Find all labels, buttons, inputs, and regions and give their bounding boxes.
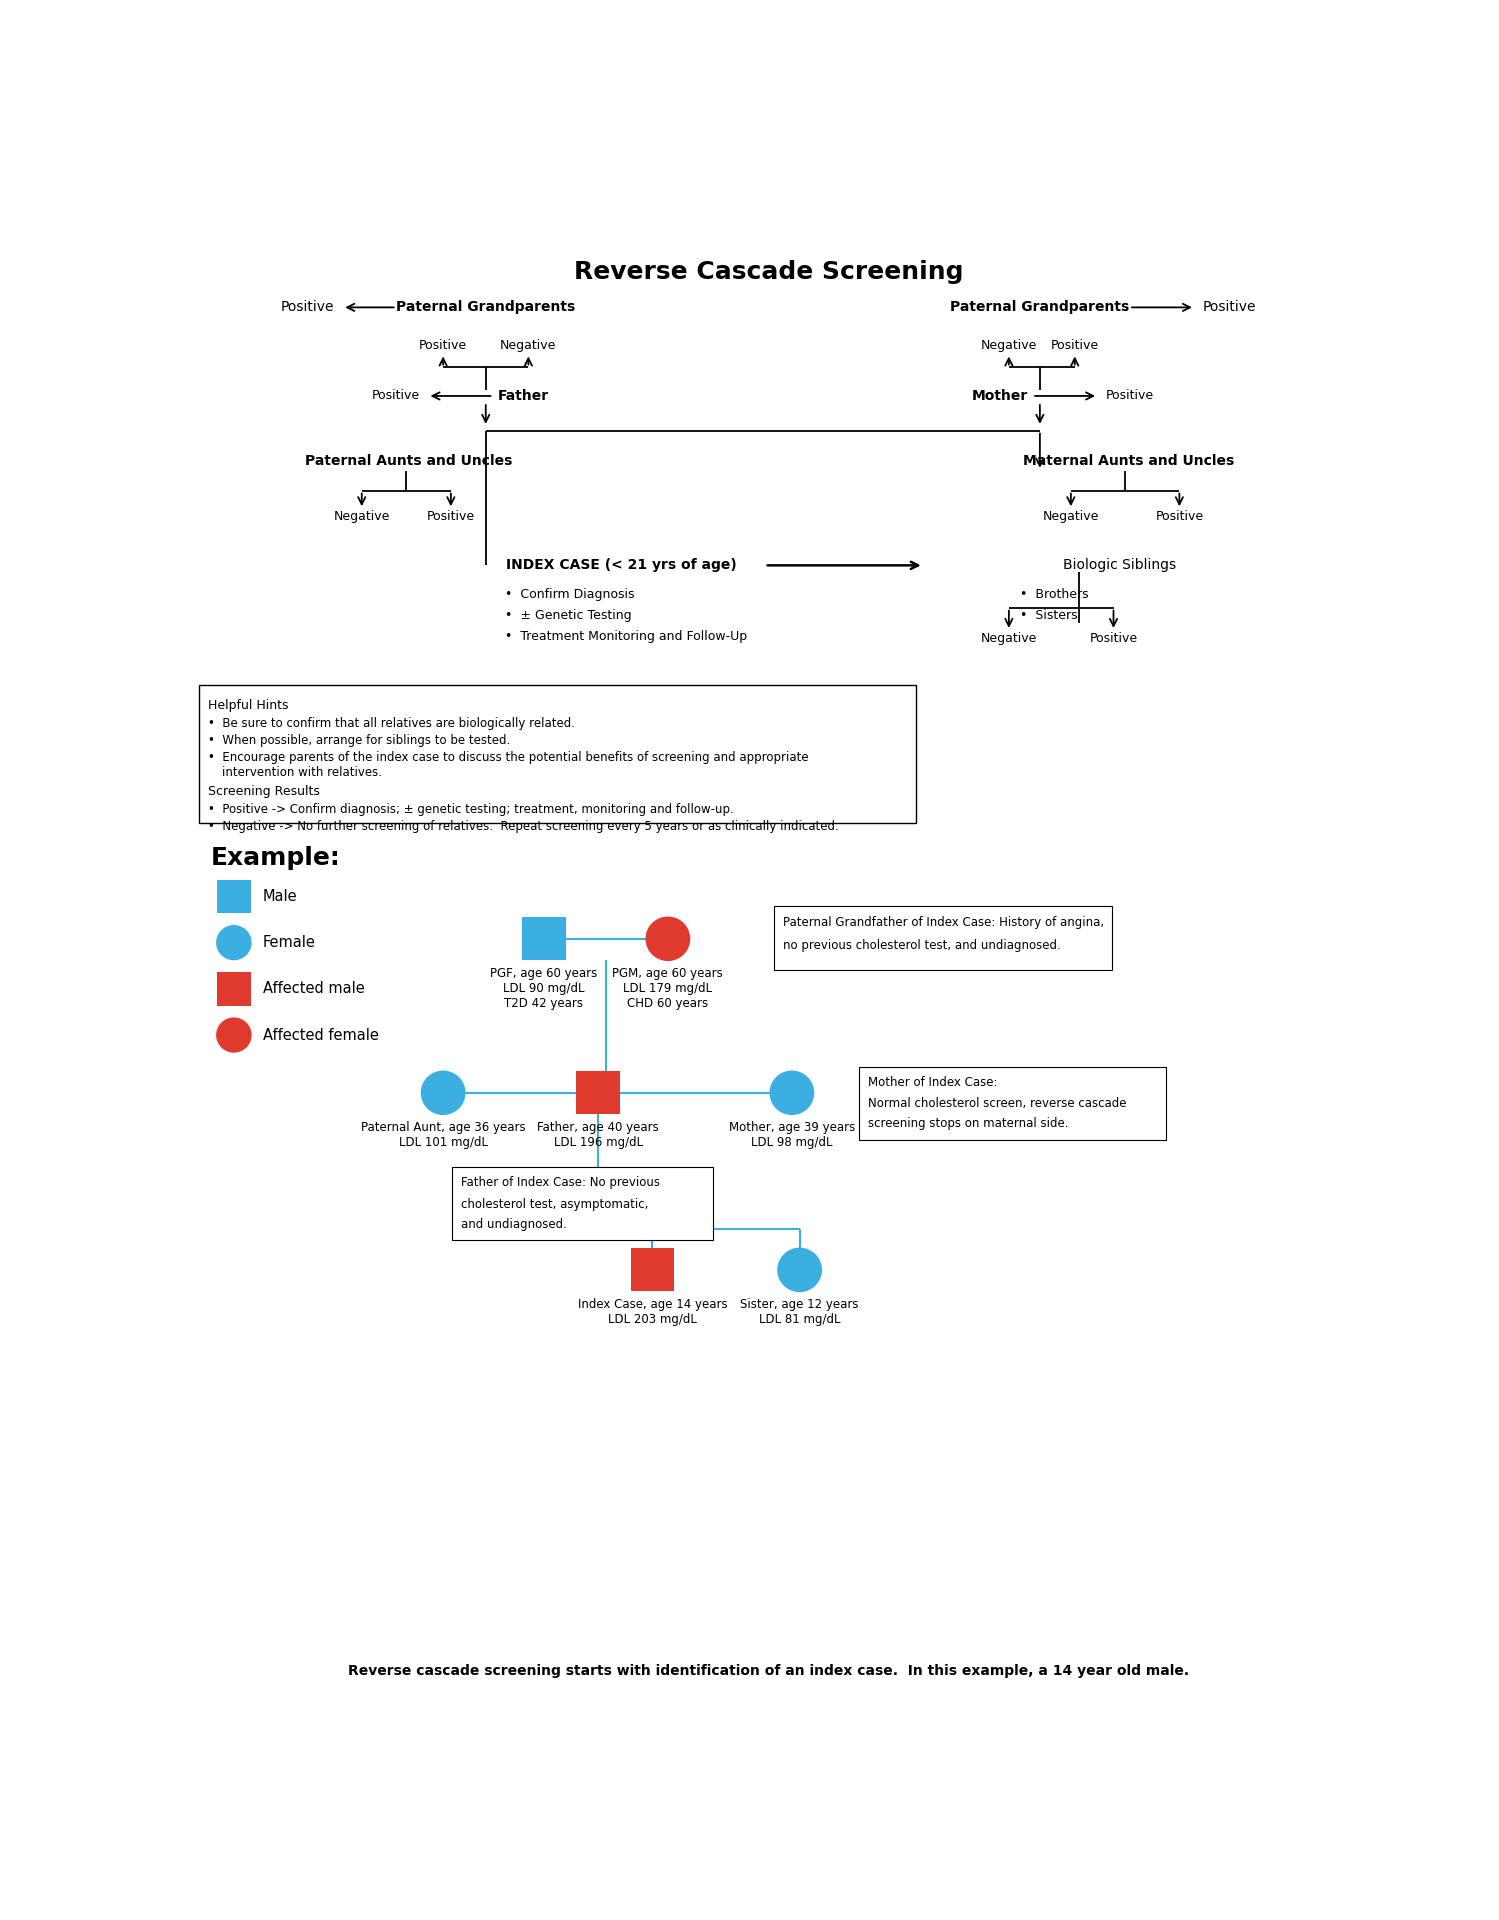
Text: Paternal Aunts and Uncles: Paternal Aunts and Uncles xyxy=(304,455,513,468)
Text: Mother: Mother xyxy=(971,390,1028,403)
Text: Negative: Negative xyxy=(501,340,556,353)
Text: cholesterol test, asymptomatic,: cholesterol test, asymptomatic, xyxy=(462,1198,649,1210)
Text: and undiagnosed.: and undiagnosed. xyxy=(462,1217,567,1231)
Text: •  Be sure to confirm that all relatives are biologically related.: • Be sure to confirm that all relatives … xyxy=(208,716,576,730)
Text: •  Sisters: • Sisters xyxy=(1021,609,1078,622)
Text: Positive: Positive xyxy=(372,390,420,403)
Text: Index Case, age 14 years
LDL 203 mg/dL: Index Case, age 14 years LDL 203 mg/dL xyxy=(577,1298,727,1325)
Text: •  Brothers: • Brothers xyxy=(1021,588,1090,601)
Text: Paternal Grandparents: Paternal Grandparents xyxy=(396,300,576,315)
Text: Paternal Grandfather of Index Case: History of angina,: Paternal Grandfather of Index Case: Hist… xyxy=(782,916,1103,929)
Circle shape xyxy=(646,918,690,960)
Text: INDEX CASE (< 21 yrs of age): INDEX CASE (< 21 yrs of age) xyxy=(507,559,736,572)
Circle shape xyxy=(217,925,250,960)
Text: Affected male: Affected male xyxy=(262,981,364,996)
Text: Maternal Aunts and Uncles: Maternal Aunts and Uncles xyxy=(1024,455,1235,468)
Text: Screening Results: Screening Results xyxy=(208,785,321,799)
FancyBboxPatch shape xyxy=(577,1071,619,1114)
Text: Paternal Aunt, age 36 years
LDL 101 mg/dL: Paternal Aunt, age 36 years LDL 101 mg/d… xyxy=(361,1121,526,1148)
FancyBboxPatch shape xyxy=(859,1068,1166,1140)
Text: •  When possible, arrange for siblings to be tested.: • When possible, arrange for siblings to… xyxy=(208,733,511,747)
Text: PGM, age 60 years
LDL 179 mg/dL
CHD 60 years: PGM, age 60 years LDL 179 mg/dL CHD 60 y… xyxy=(613,966,723,1010)
Text: Positive: Positive xyxy=(1202,300,1256,315)
Text: Helpful Hints: Helpful Hints xyxy=(208,699,289,712)
Text: •  Encourage parents of the index case to discuss the potential benefits of scre: • Encourage parents of the index case to… xyxy=(208,751,809,764)
Text: Reverse cascade screening starts with identification of an index case.  In this : Reverse cascade screening starts with id… xyxy=(348,1665,1189,1678)
Text: Positive: Positive xyxy=(1106,390,1154,403)
FancyBboxPatch shape xyxy=(522,918,565,960)
Text: •  Confirm Diagnosis: • Confirm Diagnosis xyxy=(505,588,634,601)
Text: •  Treatment Monitoring and Follow-Up: • Treatment Monitoring and Follow-Up xyxy=(505,630,747,643)
Text: intervention with relatives.: intervention with relatives. xyxy=(222,766,382,780)
Text: •  Positive -> Confirm diagnosis; ± genetic testing; treatment, monitoring and f: • Positive -> Confirm diagnosis; ± genet… xyxy=(208,803,735,816)
Text: Negative: Negative xyxy=(980,632,1037,645)
Text: Mother, age 39 years
LDL 98 mg/dL: Mother, age 39 years LDL 98 mg/dL xyxy=(729,1121,854,1148)
Text: Positive: Positive xyxy=(420,340,468,353)
FancyBboxPatch shape xyxy=(453,1167,714,1240)
Text: Normal cholesterol screen, reverse cascade: Normal cholesterol screen, reverse casca… xyxy=(868,1098,1126,1110)
Text: Male: Male xyxy=(262,889,297,904)
Text: Negative: Negative xyxy=(980,340,1037,353)
FancyBboxPatch shape xyxy=(199,685,916,824)
FancyBboxPatch shape xyxy=(631,1248,675,1292)
Text: Father: Father xyxy=(498,390,549,403)
Text: Sister, age 12 years
LDL 81 mg/dL: Sister, age 12 years LDL 81 mg/dL xyxy=(741,1298,859,1325)
Text: Example:: Example: xyxy=(211,847,340,870)
Text: Negative: Negative xyxy=(334,511,390,524)
Text: Positive: Positive xyxy=(427,511,475,524)
Text: Paternal Grandparents: Paternal Grandparents xyxy=(950,300,1130,315)
Text: Negative: Negative xyxy=(1043,511,1099,524)
Text: Positive: Positive xyxy=(1090,632,1138,645)
Text: no previous cholesterol test, and undiagnosed.: no previous cholesterol test, and undiag… xyxy=(782,939,1060,952)
Text: Positive: Positive xyxy=(1156,511,1204,524)
FancyBboxPatch shape xyxy=(773,906,1112,970)
Text: PGF, age 60 years
LDL 90 mg/dL
T2D 42 years: PGF, age 60 years LDL 90 mg/dL T2D 42 ye… xyxy=(490,966,598,1010)
Text: Biologic Siblings: Biologic Siblings xyxy=(1063,559,1177,572)
Text: screening stops on maternal side.: screening stops on maternal side. xyxy=(868,1117,1069,1131)
FancyBboxPatch shape xyxy=(217,879,250,914)
FancyBboxPatch shape xyxy=(217,972,250,1006)
Text: Reverse Cascade Screening: Reverse Cascade Screening xyxy=(574,259,964,284)
Circle shape xyxy=(421,1071,465,1114)
Circle shape xyxy=(217,1018,250,1052)
Text: Father, age 40 years
LDL 196 mg/dL: Father, age 40 years LDL 196 mg/dL xyxy=(537,1121,660,1148)
Text: Father of Index Case: No previous: Father of Index Case: No previous xyxy=(462,1175,660,1188)
Circle shape xyxy=(770,1071,814,1114)
Text: Affected female: Affected female xyxy=(262,1027,378,1043)
Text: •  Negative -> No further screening of relatives.  Repeat screening every 5 year: • Negative -> No further screening of re… xyxy=(208,820,839,833)
Text: •  ± Genetic Testing: • ± Genetic Testing xyxy=(505,609,631,622)
Text: Female: Female xyxy=(262,935,315,950)
Text: Positive: Positive xyxy=(1051,340,1099,353)
Text: Positive: Positive xyxy=(282,300,334,315)
Text: Mother of Index Case:: Mother of Index Case: xyxy=(868,1075,997,1089)
Circle shape xyxy=(778,1248,821,1292)
